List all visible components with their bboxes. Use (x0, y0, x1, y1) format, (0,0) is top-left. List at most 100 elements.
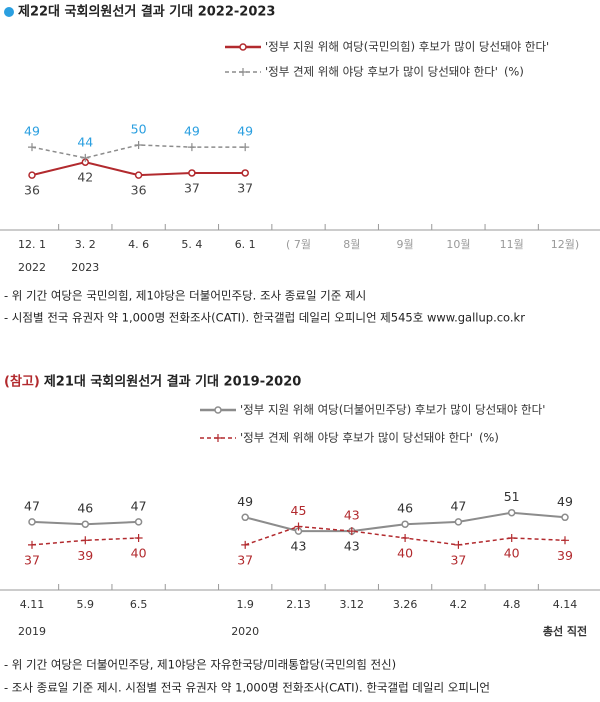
x-tick-label: 2.13 (286, 598, 311, 611)
legend-label: '정부 견제 위해 야당 후보가 많이 당선돼야 한다' (240, 431, 473, 445)
data-point (401, 520, 409, 528)
x-tick-label: 1.9 (236, 598, 254, 611)
data-point (347, 527, 356, 536)
x-tick-label: 4.2 (450, 598, 468, 611)
x-tick-label: ( 7월 (286, 238, 311, 251)
data-point (401, 534, 410, 542)
data-point (28, 540, 36, 549)
data-label: 47 (24, 498, 40, 513)
data-point (241, 143, 250, 152)
note: - 위 기간 여당은 국민의힘, 제1야당은 더불어민주당. 조사 종료일 기준… (4, 289, 366, 303)
data-point (241, 169, 249, 177)
x-tick-label: 10월 (446, 238, 470, 251)
data-point (81, 153, 90, 162)
chart-title: 제21대 국회의원선거 결과 기대 2019-2020 (44, 374, 301, 390)
unit-label: (%) (479, 431, 499, 445)
data-label: 47 (131, 498, 147, 513)
title-prefix: (참고) (4, 374, 40, 390)
data-label: 49 (237, 124, 253, 139)
data-label: 39 (77, 548, 93, 563)
data-label: 37 (237, 180, 253, 195)
legend-marker (214, 434, 222, 442)
chart-title: 제22대 국회의원선거 결과 기대 2022-2023 (18, 4, 275, 20)
data-point (507, 508, 516, 517)
unit-label: (%) (504, 65, 524, 79)
x-sublabel: 2022 (18, 261, 46, 274)
data-point (187, 143, 196, 152)
data-point (561, 536, 569, 545)
x-sublabel: 2019 (18, 625, 46, 638)
data-point (134, 518, 143, 526)
series-line (31, 144, 246, 159)
data-label: 43 (344, 539, 360, 554)
data-point (241, 513, 249, 522)
data-label: 49 (184, 124, 200, 139)
data-label: 37 (24, 552, 40, 567)
data-label: 49 (24, 124, 40, 139)
legend-marker (214, 406, 222, 414)
x-tick-label: 3. 2 (75, 238, 96, 251)
note: - 조사 종료일 기준 제시. 시점별 전국 유권자 약 1,000명 전화조사… (4, 681, 490, 695)
data-label: 40 (397, 546, 413, 561)
x-tick-label: 8월 (343, 238, 360, 251)
data-point (28, 143, 36, 152)
data-point (134, 534, 143, 542)
data-label: 39 (557, 548, 573, 563)
x-tick-label: 12월) (551, 238, 579, 251)
data-point (81, 536, 90, 545)
legend-marker (239, 43, 247, 51)
data-label: 43 (291, 539, 307, 554)
data-label: 37 (184, 180, 200, 195)
data-label: 40 (131, 546, 147, 561)
x-tick-label: 12. 1 (18, 238, 46, 251)
data-label: 44 (77, 134, 93, 149)
title-bullet (4, 7, 14, 17)
data-label: 46 (77, 501, 93, 516)
x-tick-label: 5. 4 (181, 238, 202, 251)
note: - 시점별 전국 유권자 약 1,000명 전화조사(CATI). 한국갤럽 데… (4, 311, 525, 325)
note: - 위 기간 여당은 더불어민주당, 제1야당은 자유한국당/미래통합당(국민의… (4, 658, 396, 672)
x-sublabel: 2020 (231, 625, 259, 638)
data-label: 50 (131, 122, 147, 137)
data-label: 49 (557, 494, 573, 509)
data-point (241, 540, 250, 549)
data-label: 42 (77, 170, 93, 185)
x-tick-label: 4.8 (503, 598, 521, 611)
x-tick-label: 11월 (500, 238, 524, 251)
data-label: 40 (504, 546, 520, 561)
x-tick-label: 6. 1 (235, 238, 256, 251)
x-tick-label: 6.5 (130, 598, 148, 611)
data-label: 37 (237, 552, 253, 567)
data-point (454, 540, 463, 549)
legend-label: '정부 견제 위해 야당 후보가 많이 당선돼야 한다' (265, 65, 498, 79)
x-tick-label: 3.26 (393, 598, 418, 611)
legend-label: '정부 지원 위해 여당(더불어민주당) 후보가 많이 당선돼야 한다' (240, 403, 545, 417)
data-label: 47 (450, 498, 466, 513)
data-point (134, 141, 143, 149)
data-label: 46 (397, 501, 413, 516)
data-label: 43 (344, 508, 360, 523)
data-label: 45 (291, 503, 307, 518)
data-point (28, 171, 36, 179)
x-tick-label: 5.9 (77, 598, 95, 611)
data-label: 36 (131, 183, 147, 198)
data-point (28, 518, 36, 526)
data-label: 51 (504, 489, 520, 504)
x-tick-label: 4.11 (20, 598, 45, 611)
x-tick-label: 3.12 (340, 598, 365, 611)
data-label: 37 (450, 552, 466, 567)
data-point (507, 534, 516, 542)
data-label: 49 (237, 494, 253, 509)
data-point (134, 171, 143, 179)
x-sublabel: 2023 (71, 261, 99, 274)
data-point (81, 520, 90, 528)
x-tick-label: 9월 (397, 238, 414, 251)
x-tick-label: 4. 6 (128, 238, 149, 251)
x-tick-label: 4.14 (553, 598, 578, 611)
legend-marker (239, 68, 247, 76)
legend-label: '정부 지원 위해 여당(국민의힘) 후보가 많이 당선돼야 한다' (265, 40, 549, 54)
data-label: 36 (24, 183, 40, 198)
x-sublabel: 총선 직전 (543, 624, 587, 638)
data-point (561, 513, 569, 522)
